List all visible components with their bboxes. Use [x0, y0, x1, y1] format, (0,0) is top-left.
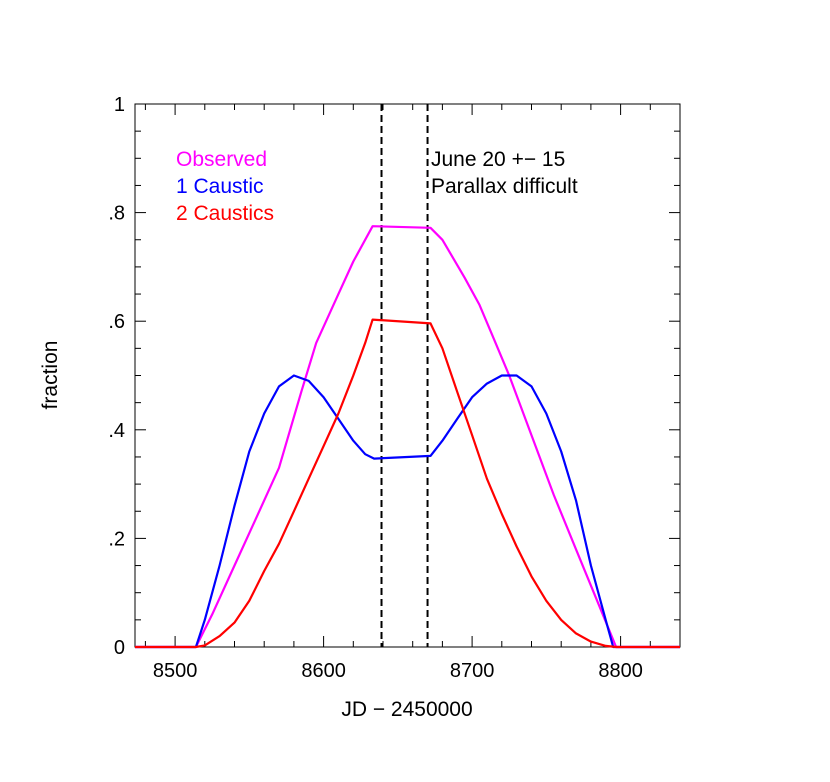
y-tick-label: .8	[108, 203, 125, 225]
x-axis-ticks: 8500 8600 8700 8800	[144, 104, 681, 682]
legend-entry-2-caustics: 2 Caustics	[176, 202, 274, 225]
series-line-1	[135, 225, 680, 649]
x-tick-label: 8600	[301, 660, 346, 682]
y-tick-label: 0	[114, 637, 125, 659]
legend-entry-1-caustic: 1 Caustic	[176, 175, 264, 198]
legend-entry-observed: Observed	[176, 148, 267, 171]
y-tick-label: .2	[108, 528, 125, 550]
x-axis-title: JD − 2450000	[341, 698, 472, 721]
y-tick-label: 1	[114, 94, 125, 116]
y-tick-label: .4	[108, 420, 125, 442]
y-axis-title: fraction	[39, 341, 62, 410]
y-axis-ticks: 0 .2 .4 .6 .8 1	[108, 94, 680, 659]
series-lines	[135, 225, 680, 649]
x-tick-label: 8800	[598, 660, 643, 682]
annotation-parallax: Parallax difficult	[431, 175, 578, 198]
annotation-june-20: June 20 +− 15	[431, 148, 565, 171]
x-tick-label: 8500	[153, 660, 198, 682]
y-tick-label: .6	[108, 311, 125, 333]
x-tick-label: 8700	[450, 660, 495, 682]
series-line-3	[135, 318, 680, 649]
series-line-2	[135, 374, 680, 649]
vertical-lines	[380, 104, 429, 647]
